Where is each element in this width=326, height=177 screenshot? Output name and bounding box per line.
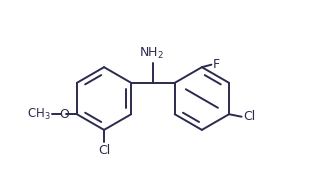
Text: NH$_2$: NH$_2$ xyxy=(139,46,164,61)
Text: F: F xyxy=(213,58,220,71)
Text: Cl: Cl xyxy=(98,144,110,158)
Text: CH$_3$: CH$_3$ xyxy=(27,107,51,122)
Text: O: O xyxy=(60,108,69,121)
Text: Cl: Cl xyxy=(243,110,255,123)
